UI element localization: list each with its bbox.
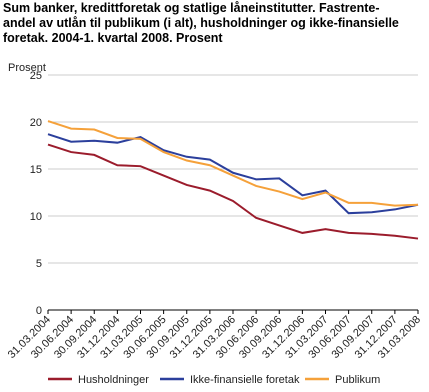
chart-title: Sum banker, kredittforetak og statlige l… — [3, 1, 379, 15]
line-series — [47, 143, 419, 240]
y-tick-label: 5 — [36, 258, 42, 270]
chart-title: andel av utlån til publikum (i alt), hus… — [3, 16, 399, 30]
y-tick-label: 0 — [36, 305, 42, 317]
line-series — [47, 133, 419, 215]
y-tick-label: 15 — [30, 164, 42, 176]
y-tick-label: 10 — [30, 211, 42, 223]
y-tick-label: 25 — [30, 70, 42, 82]
line-series — [47, 120, 419, 207]
legend-label: Publikum — [335, 374, 380, 386]
y-axis-label: Prosent — [8, 62, 46, 74]
legend-label: Husholdninger — [78, 374, 149, 386]
y-tick-label: 20 — [30, 117, 42, 129]
chart-title: foretak. 2004-1. kvartal 2008. Prosent — [3, 31, 223, 45]
legend-label: Ikke-finansielle foretak — [190, 374, 300, 386]
